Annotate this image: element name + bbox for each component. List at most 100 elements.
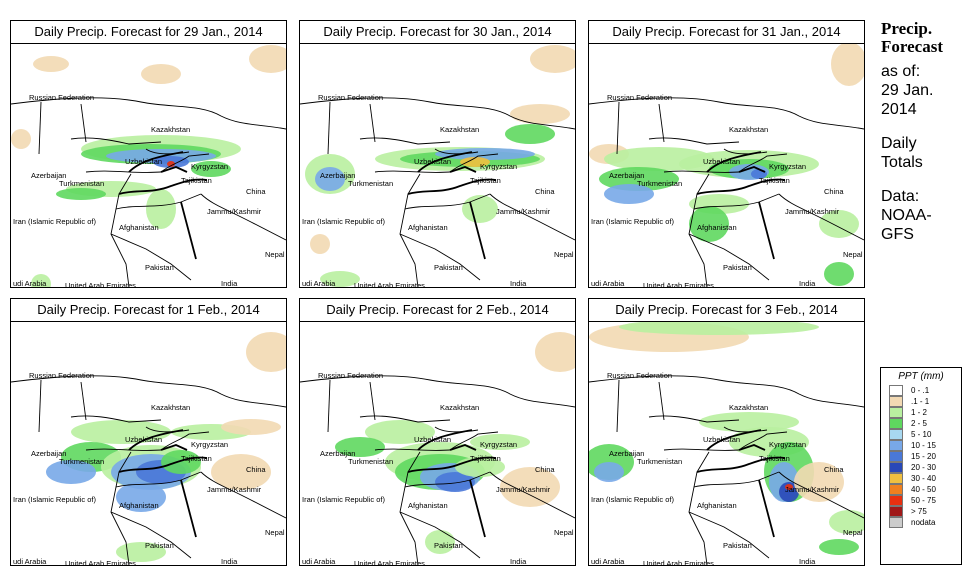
country-label-jammu: Jammu/Kashmir (785, 485, 840, 494)
precip-area (535, 332, 575, 372)
country-label-uae: United Arab Emirates (65, 281, 136, 287)
country-label-uzbekistan: Uzbekistan (414, 157, 451, 166)
precip-area (425, 530, 455, 554)
legend-swatch (889, 484, 903, 495)
country-label-kyrgyzstan: Kyrgyzstan (769, 162, 806, 171)
country-label-saudi: udi Arabia (13, 557, 47, 565)
precip-area (829, 510, 864, 534)
legend-swatch (889, 495, 903, 506)
country-label-tajikistan: Tajikistan (181, 454, 212, 463)
precip-area (435, 472, 475, 492)
precip-area (831, 44, 864, 86)
country-label-nepal: Nepal (554, 528, 574, 537)
country-label-india: India (799, 557, 816, 565)
precip-area (56, 188, 106, 200)
precip-map: Russian Federation Kazakhstan Uzbekistan Ky… (300, 44, 575, 287)
country-label-jammu: Jammu/Kashmir (785, 207, 840, 216)
country-label-tajikistan: Tajikistan (759, 176, 790, 185)
precip-area (221, 419, 281, 435)
legend-item: 5 - 10 (889, 429, 961, 440)
country-label-india: India (799, 279, 816, 287)
country-label-iran: Iran (Islamic Republic of) (302, 217, 385, 226)
legend-label: 30 - 40 (911, 474, 936, 483)
country-label-saudi: udi Arabia (302, 557, 336, 565)
precip-area (315, 167, 345, 191)
legend-label: 15 - 20 (911, 452, 936, 461)
legend-label: 20 - 30 (911, 463, 936, 472)
totals-2: Totals (881, 154, 923, 171)
precip-area (310, 234, 330, 254)
country-label-india: India (510, 557, 527, 565)
country-label-pakistan: Pakistan (434, 541, 463, 550)
country-label-pakistan: Pakistan (434, 263, 463, 272)
precip-area (689, 206, 729, 242)
legend-item: 10 - 15 (889, 440, 961, 451)
country-label-china: China (535, 465, 555, 474)
precip-area (819, 210, 859, 238)
precip-area (819, 539, 859, 555)
country-label-iran: Iran (Islamic Republic of) (302, 495, 385, 504)
country-label-uae: United Arab Emirates (643, 281, 714, 287)
precip-area (530, 45, 575, 73)
country-label-uae: United Arab Emirates (65, 559, 136, 565)
legend-item: .1 - 1 (889, 396, 961, 407)
country-label-turkmenistan: Turkmenistan (348, 457, 393, 466)
country-label-turkmenistan: Turkmenistan (637, 179, 682, 188)
legend-item: 0 - .1 (889, 385, 961, 396)
country-label-jammu: Jammu/Kashmir (207, 485, 262, 494)
country-label-afghanistan: Afghanistan (408, 223, 448, 232)
forecast-panel-1: Daily Precip. Forecast for 29 Jan., 2014 (10, 20, 287, 288)
legend-label: 50 - 75 (911, 496, 936, 505)
precip-map: Russian Federation Kazakhstan Uzbekistan Ky… (300, 322, 575, 565)
country-label-azerbaijan: Azerbaijan (31, 449, 66, 458)
country-label-kazakhstan: Kazakhstan (729, 125, 768, 134)
country-label-azerbaijan: Azerbaijan (320, 171, 355, 180)
country-label-india: India (221, 279, 238, 287)
legend-swatch (889, 451, 903, 462)
country-label-tajikistan: Tajikistan (181, 176, 212, 185)
country-label-turkmenistan: Turkmenistan (637, 457, 682, 466)
legend-label: 40 - 50 (911, 485, 936, 494)
legend-swatch (889, 462, 903, 473)
legend-item: 2 - 5 (889, 418, 961, 429)
legend-item: 50 - 75 (889, 495, 961, 506)
legend-label: 2 - 5 (911, 419, 928, 428)
legend-swatch (889, 440, 903, 451)
country-label-turkmenistan: Turkmenistan (348, 179, 393, 188)
country-label-pakistan: Pakistan (723, 263, 752, 272)
country-label-china: China (824, 465, 844, 474)
precip-area (470, 434, 530, 450)
precip-map: Russian Federation Kazakhstan Uzbekistan Ky… (589, 44, 864, 287)
forecast-panel-2: Daily Precip. Forecast for 30 Jan., 2014 (299, 20, 576, 288)
precip-area (594, 462, 624, 482)
precip-area (604, 184, 654, 204)
precip-area (779, 482, 799, 502)
country-label-afghanistan: Afghanistan (697, 223, 737, 232)
country-label-iran: Iran (Islamic Republic of) (591, 217, 674, 226)
as-of-date-2: 2014 (881, 101, 917, 118)
country-label-russia: Russian Federation (607, 371, 672, 380)
country-label-china: China (824, 187, 844, 196)
panel-title: Daily Precip. Forecast for 2 Feb., 2014 (300, 299, 575, 322)
legend-item: 15 - 20 (889, 451, 961, 462)
legend-item: 40 - 50 (889, 484, 961, 495)
country-label-turkmenistan: Turkmenistan (59, 179, 104, 188)
precip-area (462, 195, 498, 223)
precip-area (785, 484, 793, 490)
country-label-tajikistan: Tajikistan (759, 454, 790, 463)
forecast-panel-4: Daily Precip. Forecast for 1 Feb., 2014 (10, 298, 287, 566)
legend-label: .1 - 1 (911, 397, 930, 406)
country-label-iran: Iran (Islamic Republic of) (13, 495, 96, 504)
precip-area (510, 104, 570, 124)
country-label-kazakhstan: Kazakhstan (151, 403, 190, 412)
panel-title: Daily Precip. Forecast for 30 Jan., 2014 (300, 21, 575, 44)
precip-area (161, 450, 201, 474)
country-label-india: India (221, 557, 238, 565)
precip-area (435, 148, 535, 160)
country-label-uzbekistan: Uzbekistan (125, 435, 162, 444)
country-label-china: China (535, 187, 555, 196)
country-label-pakistan: Pakistan (723, 541, 752, 550)
legend-item: 20 - 30 (889, 462, 961, 473)
country-label-uzbekistan: Uzbekistan (414, 435, 451, 444)
legend-swatch (889, 418, 903, 429)
